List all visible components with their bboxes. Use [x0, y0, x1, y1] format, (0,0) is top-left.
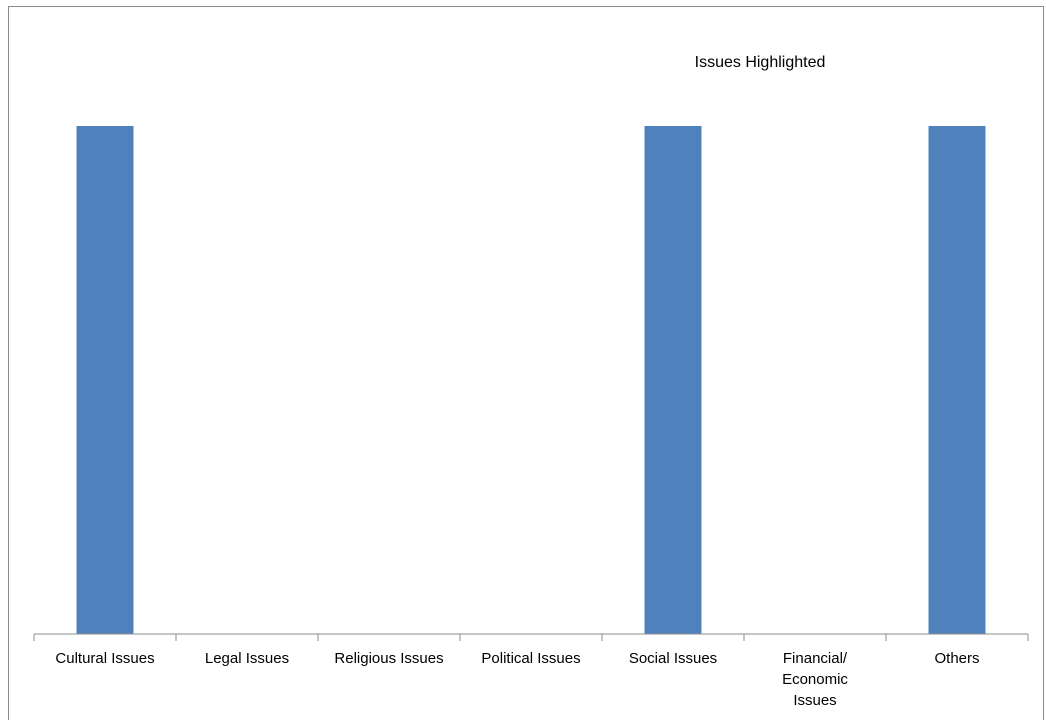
x-tick-label: Financial/Economic Issues	[782, 650, 848, 709]
x-tick-label: Social Issues	[629, 650, 717, 667]
x-tick-labels: Cultural Issues Legal Issues Religious Iss…	[55, 650, 979, 709]
bar	[644, 126, 702, 634]
x-tick-label: Others	[934, 650, 979, 667]
x-axis	[33, 633, 1029, 641]
chart-title: Issues Highlighted	[695, 54, 826, 71]
bar	[928, 126, 986, 634]
bar	[76, 126, 134, 634]
x-tick-label: Political Issues	[481, 650, 580, 667]
bars-group	[76, 126, 986, 634]
x-tick-label: Legal Issues	[205, 650, 289, 667]
x-tick-label: Cultural Issues	[55, 650, 154, 667]
chart-frame	[8, 6, 1044, 720]
x-tick-label: Religious Issues	[334, 650, 443, 667]
